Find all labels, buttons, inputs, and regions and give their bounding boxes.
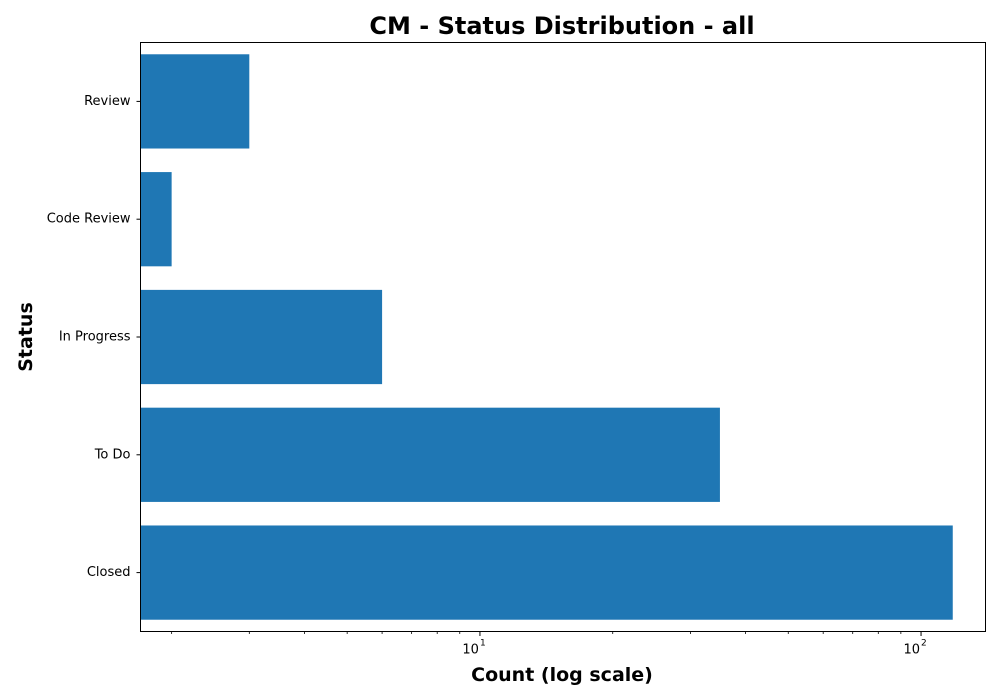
x-tick-label: 10 1 — [462, 639, 485, 658]
y-tick-label: In Progress — [59, 330, 131, 345]
x-axis-label: Count (log scale) — [471, 664, 653, 686]
plot-frame — [140, 42, 986, 632]
y-tick-label: To Do — [94, 447, 131, 462]
y-tick-label: Code Review — [47, 212, 131, 227]
bar-closed — [140, 525, 953, 620]
y-tick-label: Review — [84, 94, 131, 109]
y-axis-ticks: Review Code Review In Progress To Do Closed — [47, 94, 141, 580]
x-tick-label: 10 2 — [903, 639, 926, 658]
x-tick-label-base: 10 — [903, 643, 920, 658]
x-tick-label-base: 10 — [462, 643, 479, 658]
bar-in-progress — [140, 289, 383, 385]
bar-to-do — [140, 407, 720, 502]
y-tick-label: Closed — [87, 565, 131, 580]
bar-review — [140, 54, 250, 149]
y-axis-label: Status — [15, 302, 37, 372]
x-tick-label-exponent: 1 — [480, 639, 486, 649]
x-axis-ticks: 10 1 10 2 — [171, 631, 927, 658]
bars-layer — [140, 54, 953, 620]
bar-code-review — [140, 172, 172, 267]
chart-title: CM - Status Distribution - all — [369, 12, 754, 40]
x-tick-label-exponent: 2 — [921, 639, 927, 649]
